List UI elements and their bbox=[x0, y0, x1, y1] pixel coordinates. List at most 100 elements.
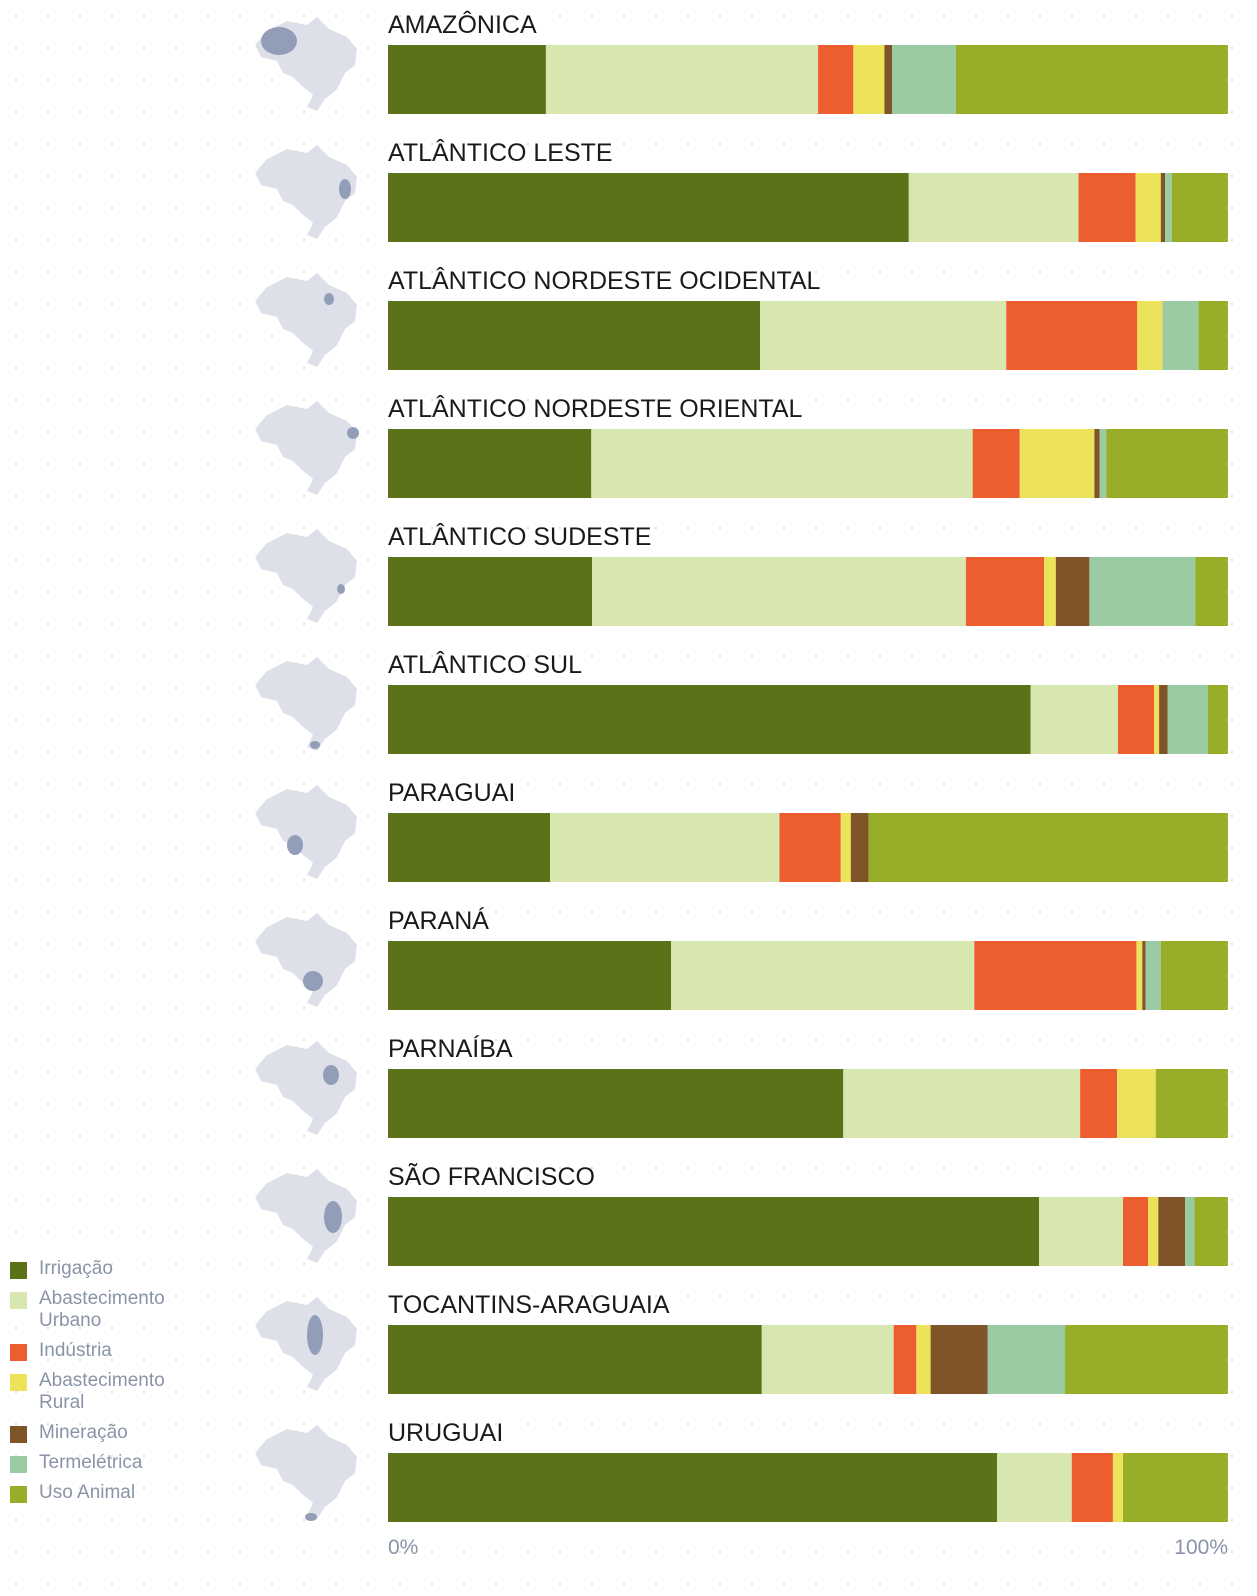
category-label: SÃO FRANCISCO bbox=[388, 1162, 595, 1191]
legend-swatch bbox=[10, 1374, 27, 1391]
bar-segment bbox=[1123, 1197, 1149, 1266]
bar-segment bbox=[1142, 941, 1146, 1010]
map-shape bbox=[255, 913, 357, 1007]
bar-segment bbox=[987, 1325, 1066, 1394]
map-icon bbox=[255, 657, 357, 751]
map-highlight bbox=[347, 427, 359, 439]
map-shape bbox=[255, 273, 357, 367]
bar-segment bbox=[916, 1325, 931, 1394]
bar-segment bbox=[1135, 173, 1161, 242]
bar-segment bbox=[1123, 1453, 1228, 1522]
map-highlight bbox=[323, 1065, 339, 1085]
legend-item: Abastecimento Urbano bbox=[10, 1288, 190, 1332]
bar-segment bbox=[1171, 173, 1228, 242]
map-shape bbox=[255, 657, 357, 751]
bar-segment bbox=[1030, 685, 1118, 754]
map-highlight bbox=[261, 27, 297, 55]
category-label: TOCANTINS-ARAGUAIA bbox=[388, 1291, 670, 1319]
bar-segment bbox=[592, 557, 966, 626]
bar-segment bbox=[1099, 429, 1107, 498]
x-tick-label: 0% bbox=[388, 1536, 418, 1559]
bar-segment bbox=[1019, 429, 1095, 498]
bar-segment bbox=[388, 941, 672, 1010]
map-icon bbox=[255, 273, 357, 367]
map-icon bbox=[255, 1425, 357, 1521]
category-label: ATLÂNTICO LESTE bbox=[388, 138, 613, 167]
map-shape bbox=[255, 1041, 357, 1135]
legend-label: Indústria bbox=[39, 1340, 112, 1361]
map-shape bbox=[255, 1297, 357, 1391]
bar-segment bbox=[892, 45, 956, 114]
map-highlight bbox=[339, 179, 351, 199]
map-highlight bbox=[310, 741, 320, 749]
bar-segment bbox=[1137, 301, 1163, 370]
map-icon bbox=[255, 1297, 357, 1391]
bar-segment bbox=[388, 1453, 997, 1522]
bar-segment bbox=[1155, 1069, 1228, 1138]
map-highlight bbox=[324, 293, 334, 305]
bar-segment bbox=[930, 1325, 988, 1394]
bar-segment bbox=[1160, 941, 1228, 1010]
legend-swatch bbox=[10, 1262, 27, 1279]
map-icon bbox=[255, 17, 357, 111]
bar-segment bbox=[1089, 557, 1196, 626]
bar-segment bbox=[974, 941, 1137, 1010]
legend-label: Irrigação bbox=[39, 1258, 113, 1279]
legend-label: Termelétrica bbox=[39, 1452, 143, 1473]
bar-segment bbox=[1112, 1453, 1123, 1522]
map-highlight bbox=[307, 1315, 323, 1355]
legend: Irrigação Abastecimento Urbano Indústria Ab… bbox=[10, 1258, 190, 1512]
bar-segment bbox=[955, 45, 1228, 114]
legend-label: Abastecimento Urbano bbox=[39, 1288, 165, 1331]
bar-segment bbox=[388, 45, 546, 114]
bar-segment bbox=[1162, 301, 1199, 370]
x-tick-label: 100% bbox=[1174, 1536, 1228, 1559]
bar-segment bbox=[1195, 557, 1228, 626]
bar-segment bbox=[1160, 173, 1165, 242]
map-icon bbox=[255, 145, 357, 239]
category-label: AMAZÔNICA bbox=[388, 10, 537, 39]
map-highlight bbox=[324, 1201, 342, 1233]
bar-segment bbox=[965, 557, 1045, 626]
category-label: URUGUAI bbox=[388, 1419, 503, 1447]
bar-segment bbox=[1039, 1197, 1123, 1266]
map-shape bbox=[255, 785, 357, 879]
bar-segment bbox=[1078, 173, 1136, 242]
bar-segment bbox=[1106, 429, 1228, 498]
category-label: ATLÂNTICO SUL bbox=[388, 650, 582, 679]
bar-segment bbox=[1198, 301, 1228, 370]
bar-segment bbox=[388, 813, 551, 882]
map-highlight bbox=[337, 584, 345, 594]
map-icon bbox=[255, 529, 357, 623]
legend-item: Mineração bbox=[10, 1422, 190, 1444]
map-highlight bbox=[305, 1513, 317, 1521]
bar-segment bbox=[388, 301, 761, 370]
bar-segment bbox=[1117, 685, 1155, 754]
legend-item: Abastecimento Rural bbox=[10, 1370, 190, 1414]
bar-segment bbox=[779, 813, 841, 882]
legend-item: Indústria bbox=[10, 1340, 190, 1362]
bar-segment bbox=[818, 45, 854, 114]
bar-segment bbox=[1165, 173, 1172, 242]
bar-segment bbox=[1080, 1069, 1118, 1138]
bar-segment bbox=[388, 1325, 762, 1394]
legend-label: Mineração bbox=[39, 1422, 128, 1443]
category-label: PARNAÍBA bbox=[388, 1034, 513, 1063]
bar-segment bbox=[997, 1453, 1072, 1522]
bar-segment bbox=[671, 941, 975, 1010]
map-shape bbox=[255, 145, 357, 239]
bar-segment bbox=[893, 1325, 917, 1394]
bar-segment bbox=[388, 685, 1031, 754]
bar-segment bbox=[545, 45, 819, 114]
bar-segment bbox=[388, 429, 592, 498]
bar-segment bbox=[868, 813, 1228, 882]
legend-label: Uso Animal bbox=[39, 1482, 136, 1503]
bar-segment bbox=[1006, 301, 1138, 370]
bar-segment bbox=[388, 173, 909, 242]
bar-segment bbox=[850, 813, 869, 882]
legend-swatch bbox=[10, 1344, 27, 1361]
legend-item: Uso Animal bbox=[10, 1482, 190, 1504]
bar-segment bbox=[761, 1325, 894, 1394]
